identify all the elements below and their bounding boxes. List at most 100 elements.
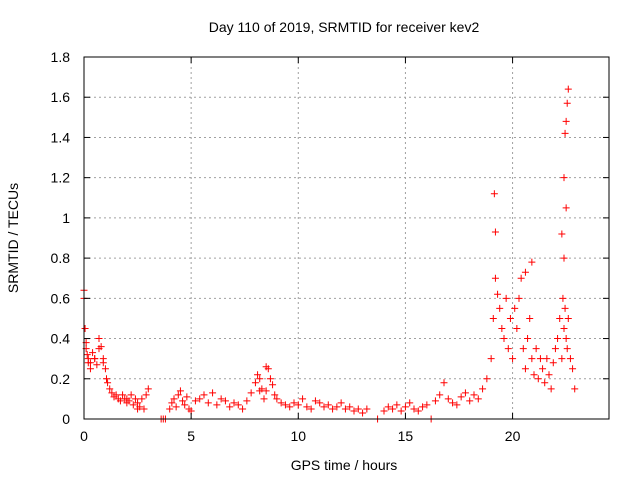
data-point (277, 399, 285, 407)
data-point (401, 403, 409, 411)
data-point (562, 335, 570, 343)
y-tick-label: 0.8 (51, 250, 71, 266)
data-point (466, 397, 474, 405)
x-tick-label: 15 (398, 428, 414, 444)
data-point (560, 325, 568, 332)
data-point (266, 375, 274, 383)
data-point (200, 391, 208, 399)
y-tick-label: 0 (62, 411, 70, 427)
data-point (530, 371, 538, 379)
data-point (474, 395, 482, 403)
data-point (389, 405, 397, 413)
data-point (506, 314, 514, 322)
data-point (142, 391, 150, 399)
y-axis-label: SRMTID / TECUs (5, 183, 21, 293)
data-point (303, 403, 311, 411)
data-point (119, 391, 127, 399)
data-point (290, 399, 298, 407)
data-point (558, 230, 566, 238)
data-point (414, 407, 422, 415)
data-point (490, 190, 498, 198)
data-point (226, 403, 234, 411)
data-point (470, 391, 478, 399)
y-tick-label: 1.2 (51, 170, 71, 186)
x-tick-label: 5 (187, 428, 195, 444)
data-point (116, 397, 124, 405)
data-point (502, 294, 510, 302)
data-point (101, 365, 109, 373)
data-point (545, 371, 553, 379)
data-point (410, 405, 418, 413)
data-point (571, 385, 579, 393)
data-point (181, 401, 189, 409)
data-point (86, 365, 94, 373)
data-point (559, 294, 567, 302)
data-point (528, 258, 536, 266)
data-point (273, 395, 281, 403)
data-point (560, 174, 568, 182)
data-point (134, 399, 142, 407)
data-point (431, 397, 439, 405)
data-point (333, 403, 341, 411)
data-point (461, 389, 469, 397)
y-tick-label: 1.8 (51, 49, 71, 65)
data-point (547, 385, 555, 393)
data-point (551, 345, 559, 353)
data-point (254, 371, 262, 379)
data-point (138, 395, 146, 403)
data-point (179, 397, 187, 405)
data-point (487, 355, 495, 363)
data-point (269, 381, 277, 389)
x-tick-label: 10 (290, 428, 306, 444)
data-point (260, 395, 268, 403)
data-point (543, 355, 551, 363)
data-point (566, 355, 574, 363)
data-point (519, 345, 527, 353)
data-point (563, 345, 571, 353)
y-tick-label: 1 (62, 210, 70, 226)
data-point (491, 228, 499, 236)
data-point (209, 389, 217, 397)
data-point (172, 403, 180, 411)
data-point (103, 375, 110, 383)
data-point (564, 85, 572, 93)
y-tick-label: 0.2 (51, 371, 71, 387)
data-point (554, 335, 562, 343)
axis-ticks: 0 5 10 15 20 0 0.2 0.4 0.6 0.8 1 1.2 1.4 1.6 1.8 (51, 49, 609, 444)
data-point (406, 399, 414, 407)
data-point (524, 335, 532, 343)
data-point (354, 405, 362, 413)
data-point (521, 268, 529, 276)
data-point (504, 345, 512, 353)
chart-title: Day 110 of 2019, SRMTID for receiver kev… (209, 19, 480, 35)
data-point (489, 314, 497, 322)
data-point (239, 405, 247, 413)
x-tick-label: 20 (505, 428, 521, 444)
data-point (256, 375, 264, 383)
data-point (528, 355, 536, 363)
data-point (341, 405, 349, 413)
data-point (556, 314, 564, 322)
data-point (81, 325, 89, 332)
data-point (166, 405, 174, 413)
data-point (144, 385, 152, 393)
data-point (500, 335, 508, 343)
data-point (127, 391, 135, 399)
data-point (247, 389, 255, 397)
data-point (496, 304, 504, 312)
data-point (217, 395, 225, 403)
data-point (560, 254, 568, 262)
data-point (281, 401, 289, 409)
data-point (536, 355, 544, 363)
data-point (271, 391, 279, 399)
data-point (359, 409, 367, 417)
data-point (320, 403, 328, 411)
data-point (517, 274, 525, 282)
data-point (558, 355, 566, 363)
y-tick-label: 1.4 (51, 129, 71, 145)
data-point (532, 345, 540, 353)
data-point (513, 325, 521, 332)
data-point (393, 401, 401, 409)
plot-frame (83, 56, 610, 420)
